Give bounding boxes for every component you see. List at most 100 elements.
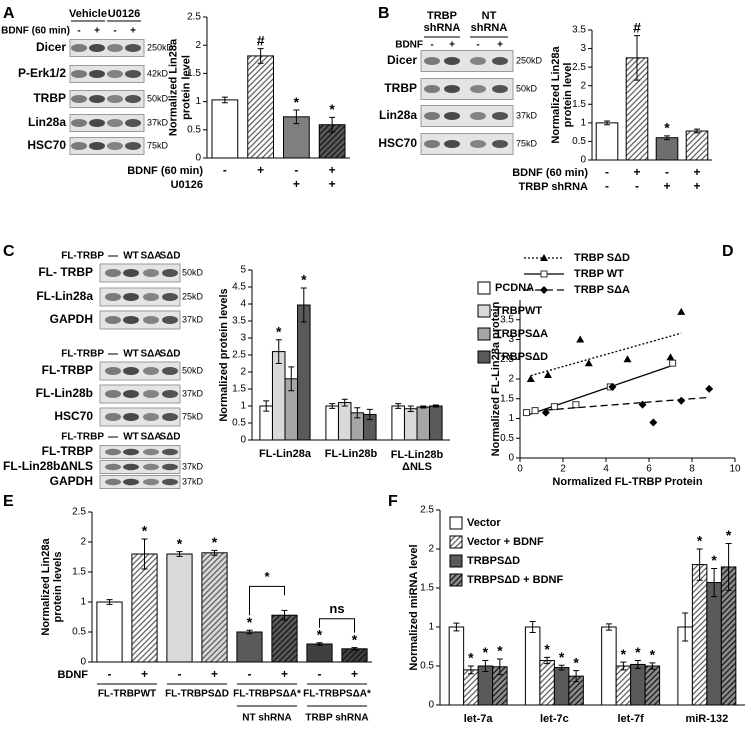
panel-label: B <box>378 5 390 22</box>
error-bar <box>544 656 551 665</box>
error-bar <box>432 404 439 408</box>
panel-label: D <box>722 243 734 260</box>
blot-group-label: U0126 <box>108 8 140 20</box>
y-tick-label: 3.5 <box>232 316 246 327</box>
error-bar <box>300 287 307 323</box>
bar <box>318 124 346 159</box>
blot-kd-label: 37kD <box>182 314 204 324</box>
blot-strip <box>99 263 181 283</box>
error-bar <box>482 660 489 672</box>
blot-band <box>162 269 178 277</box>
blot-group-label: NT shRNA <box>470 9 508 34</box>
y-tick-label: 2 <box>580 80 586 91</box>
blot-kd-label: 37kD <box>182 461 204 471</box>
blot-sign-label: BDNF (60 min) <box>1 26 70 37</box>
y-tick-label: 2 <box>428 544 434 555</box>
error-bar <box>329 116 336 133</box>
blot-band <box>105 390 121 398</box>
error-bar <box>634 660 641 669</box>
point <box>522 409 530 417</box>
blot-band <box>71 95 87 103</box>
point <box>638 400 647 409</box>
error-bar <box>257 48 264 64</box>
error-bar <box>604 120 610 126</box>
y-tick-label: 3 <box>580 43 586 54</box>
condition-sign: + <box>257 163 264 177</box>
point <box>572 401 580 409</box>
panel-label: F <box>388 493 398 510</box>
bar <box>271 351 286 441</box>
significance-mark: * <box>468 650 474 666</box>
blot-band <box>123 367 139 375</box>
blot-lane-label: SΔA <box>140 251 161 262</box>
x-tick-label: let-7c <box>540 713 569 725</box>
blot-lane-label: WT <box>123 432 139 443</box>
blot-row-label: FL-TRBP <box>42 363 93 377</box>
blot-band <box>105 463 121 471</box>
blot-lane-label: + <box>94 26 100 37</box>
significance-mark: # <box>257 32 265 48</box>
blot-lane-label: + <box>497 40 503 51</box>
blot-band <box>89 95 105 103</box>
y-tick-label: 2 <box>195 40 201 51</box>
blot-group-label: TRBP shRNA <box>423 9 461 34</box>
bar <box>297 304 311 441</box>
significance-mark: * <box>711 552 717 568</box>
legend-swatch <box>449 554 463 568</box>
condition-sign: + <box>293 177 300 191</box>
blot-strip <box>99 287 181 307</box>
significance-mark: # <box>633 19 641 35</box>
point <box>526 375 535 382</box>
blot-kd-label: 75kD <box>516 138 538 148</box>
condition-sign: - <box>108 667 112 681</box>
error-bar <box>682 612 689 642</box>
point <box>705 384 714 393</box>
y-tick-label: 1 <box>80 597 86 608</box>
condition-sign: - <box>635 179 639 193</box>
significance-mark: * <box>317 627 323 643</box>
legend-label: TRBPSΔA <box>495 328 548 340</box>
error-bar <box>263 400 270 412</box>
y-tick-label: 1 <box>580 117 586 128</box>
blot-row-label: FL- TRBP <box>38 265 93 279</box>
bracket <box>319 618 355 633</box>
blot-band <box>123 463 139 471</box>
blot-lane-label: WT <box>123 251 139 262</box>
error-bar <box>341 398 348 407</box>
blot-row-label: HSC70 <box>54 409 93 423</box>
significance-mark: * <box>247 614 253 630</box>
blot-row-label: Lin28a <box>379 108 417 122</box>
blot-row-label: Lin28a <box>28 115 66 129</box>
significance-mark: * <box>559 649 565 665</box>
legend-swatch <box>477 304 491 318</box>
blot-kd-label: 37kD <box>182 476 204 486</box>
y-tick-label: 1 <box>195 96 201 107</box>
blot-band <box>123 413 139 421</box>
condition-label: BDNF (60 min) <box>512 167 588 179</box>
error-bar <box>558 664 565 671</box>
point <box>677 307 686 315</box>
condition-sign: + <box>141 667 148 681</box>
error-bar <box>176 551 183 557</box>
y-tick-label: 2 <box>80 537 86 548</box>
blot-band <box>492 112 508 120</box>
legend-label: TRBPSΔD + BDNF <box>467 574 563 586</box>
legend-label: Vector + BDNF <box>467 536 544 548</box>
blot-lane-label: SΔD <box>159 349 180 360</box>
blot-strip <box>99 361 181 381</box>
blot-band <box>424 112 440 120</box>
bar <box>306 643 333 663</box>
bar <box>691 564 708 706</box>
significance-mark: * <box>352 631 358 647</box>
blot-band <box>107 95 123 103</box>
blot-band <box>71 44 87 52</box>
bar <box>595 122 619 161</box>
blot-kd-label: 250kD <box>147 42 174 52</box>
blot-band <box>125 44 141 52</box>
y-axis-label: Normalized FL-Lin28a protein <box>490 301 502 456</box>
x-tick-label: 8 <box>689 464 695 475</box>
bar <box>341 648 368 663</box>
condition-sign: - <box>248 667 252 681</box>
